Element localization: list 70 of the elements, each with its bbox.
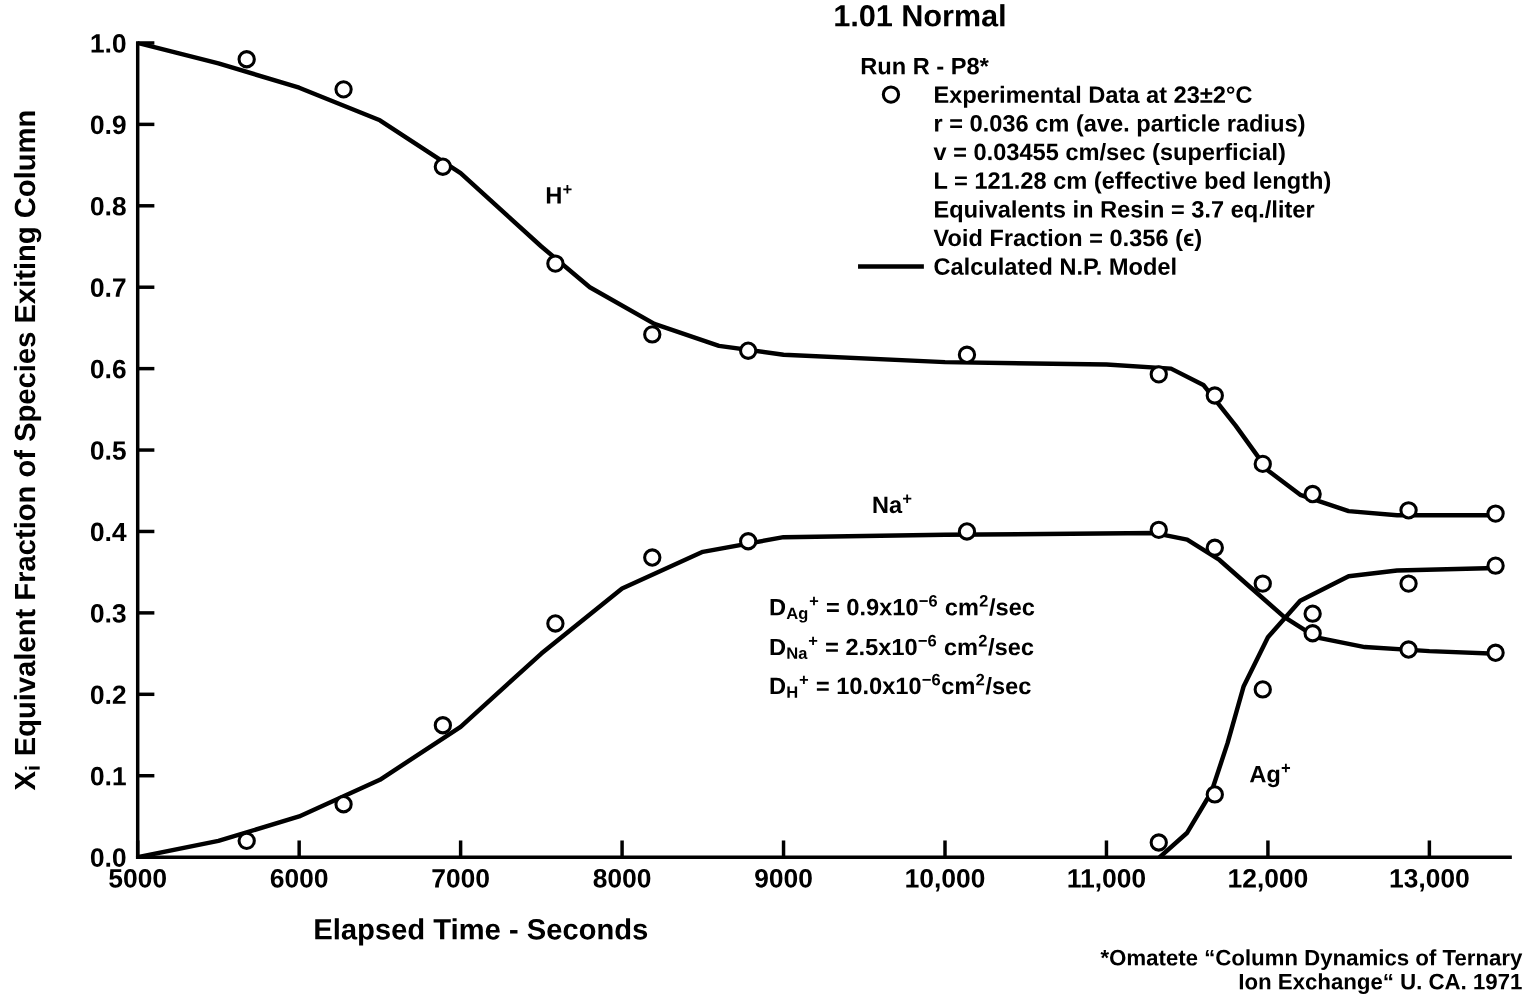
point [739,532,758,551]
point [237,831,256,851]
y-tick-label: 0.1 [90,766,126,786]
point [433,157,453,176]
x-axis-title: Elapsed Time - Seconds [315,918,648,946]
x-tick-label: 9000 [755,868,812,888]
y-tick-label: 0.4 [90,522,127,542]
point [1253,574,1272,593]
annotation: Equivalents in Resin = 3.7 eq./liter [935,200,1315,223]
point [1205,538,1224,557]
y-tick-label: 0.2 [90,685,126,705]
point [1303,484,1322,504]
point [643,325,662,344]
annotation: D$_{H}$$^{+}$ = 10.0x10$^{−6}$cm$^{2}$/sec [770,673,1031,698]
annotation: L = 121.28 cm (effective bed length) [935,171,1331,194]
annotation: Void Fraction = 0.356 (ϵ) [933,228,1201,251]
chart-title: 1.01 Normal [835,4,1005,27]
x-tick-label: 5000 [109,868,166,888]
point [334,80,353,99]
point [1486,504,1505,523]
point [1205,785,1224,804]
point [546,614,565,633]
point [1303,604,1322,623]
y-axis-title: X$_{i}$ Equivalent Fraction of Species Exiting Column [13,111,42,791]
annotation: Na$^{+}$ [873,494,912,514]
point [739,341,758,360]
annotation: Ag$^{+}$ [1249,763,1291,788]
y-tick-label: 0.0 [90,848,126,867]
point [957,522,977,541]
x-tick-label: 10,000 [906,868,985,892]
y-tick-label: 0.7 [90,278,126,298]
point [1486,643,1505,662]
point [957,345,977,364]
x-tick-label: 11,000 [1068,868,1146,892]
legend-label: Calculated N.P. Model [934,257,1176,275]
point [1149,520,1168,540]
y-tick-label: 0.9 [90,115,126,135]
point [1303,624,1322,643]
point [334,795,353,814]
x-tick-label: 7000 [432,868,489,888]
annotation: v = 0.03455 cm/sec (superficial) [933,142,1285,165]
annotation: H$^{+}$ [546,185,572,204]
text: *Omatete “Column Dynamics of Ternary Ion Exchange“ U. CA. 1971 [1100,949,1523,994]
y-tick-label: 0.6 [90,359,126,379]
annotation: D$_{Na}$$^{+}$ = 2.5x10$^{−6}$ cm$^{2}$/sec [770,634,1034,660]
point [237,50,256,69]
point [1253,454,1272,474]
y-tick-label: 0.3 [90,604,126,623]
x-tick-label: 13,000 [1390,868,1469,892]
x-tick-label: 8000 [593,868,651,888]
x-tick-label: 12,000 [1229,868,1308,892]
point [1205,386,1224,405]
annotation: r = 0.036 cm (ave. particle radius) [935,114,1305,137]
point [643,548,662,567]
point [1149,365,1168,384]
point [546,254,565,273]
point [1399,640,1418,659]
legend-label: Experimental Data at 23±2°C [935,85,1252,108]
point [1399,501,1418,520]
x-tick-label: 6000 [270,868,328,888]
point [1486,556,1505,575]
point [1149,833,1168,852]
y-tick-label: 0.8 [90,196,126,216]
y-tick-label: 1.0 [91,34,126,53]
y-tick-label: 0.5 [90,441,126,460]
point [1399,574,1418,593]
point [1253,680,1272,699]
annotation: D$_{Ag}$$^{+}$ = 0.9x10$^{−6}$ cm$^{2}$/sec [770,595,1035,623]
legend-title: Run R - P8* [861,57,989,75]
point [433,716,453,735]
